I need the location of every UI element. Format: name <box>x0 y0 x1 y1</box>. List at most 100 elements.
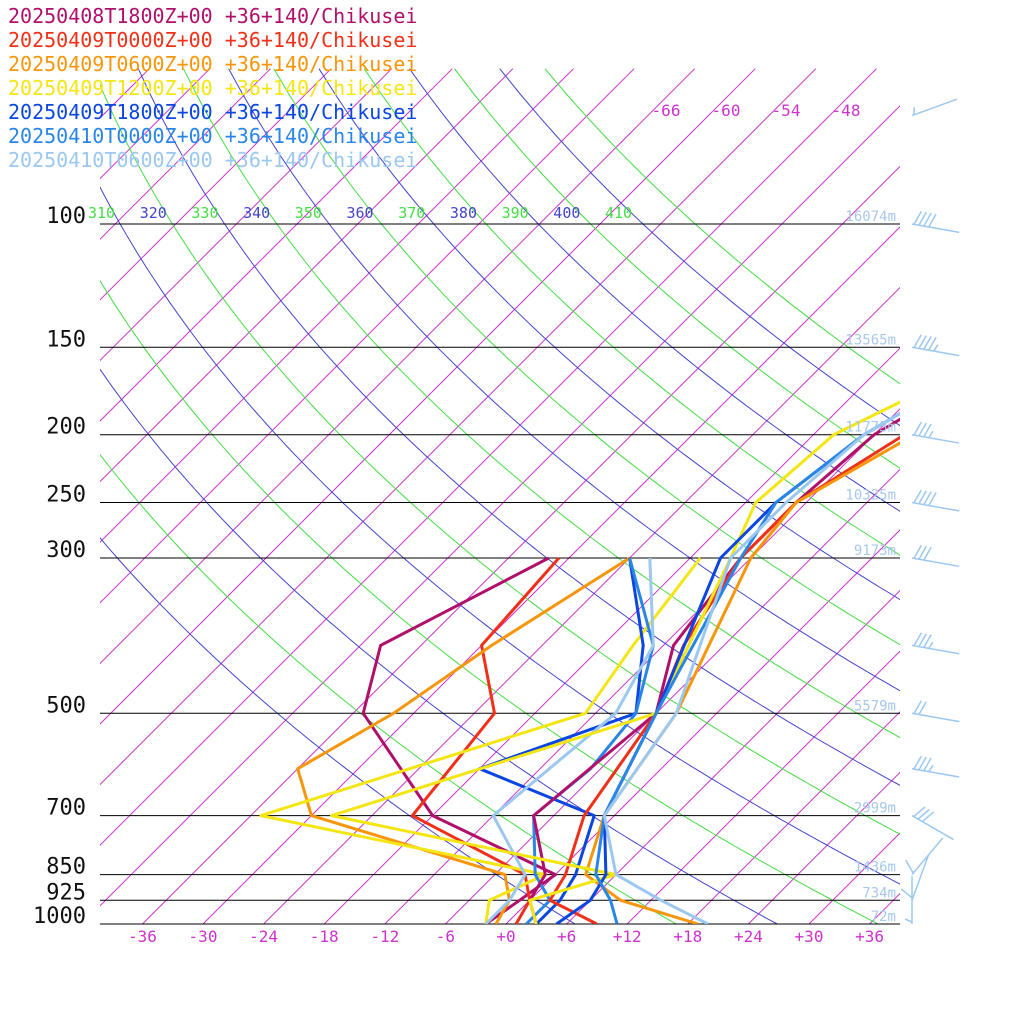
barb-half-flag <box>933 344 939 352</box>
theta-line <box>228 68 900 692</box>
height-label: 1436m <box>854 860 896 876</box>
barb-flag <box>923 546 932 561</box>
pressure-label: 200 <box>46 415 86 440</box>
height-label: 16074m <box>845 209 896 225</box>
isotherm-line <box>687 711 900 924</box>
barb-flag <box>923 423 932 438</box>
theta-line <box>408 68 900 512</box>
barb-flag <box>918 422 927 437</box>
barb-flag <box>928 492 937 506</box>
theta-line <box>363 68 900 556</box>
wind-barb <box>911 806 954 841</box>
theta-line <box>100 83 900 835</box>
isotherm-line <box>100 68 696 665</box>
wind-barbs <box>900 98 960 924</box>
x-tick-label: -36 <box>128 927 157 946</box>
barb-flag <box>928 213 937 228</box>
temperature-profiles <box>259 400 900 924</box>
x-tick-label: +24 <box>734 927 763 946</box>
theta-label: 380 <box>450 204 477 222</box>
barb-half-flag <box>928 430 934 439</box>
isotherm-line <box>505 529 900 924</box>
theta-line <box>183 68 900 739</box>
temperature-line <box>528 417 900 924</box>
legend: 20250408T1800Z+00 +36+140/Chikusei 20250… <box>8 4 417 172</box>
barb-staff <box>911 346 960 357</box>
isotherm-line <box>202 226 900 924</box>
x-tick-label: +30 <box>795 927 824 946</box>
height-label: 11773m <box>845 420 896 436</box>
theta-label: 340 <box>243 204 270 222</box>
x-tick-label: -6 <box>436 927 455 946</box>
theta-line <box>137 68 900 786</box>
theta-label: 320 <box>140 204 167 222</box>
barb-flag <box>923 491 932 506</box>
isotherm-line <box>100 68 271 240</box>
barb-flag <box>923 336 932 350</box>
barb-flag <box>905 859 914 874</box>
isotherm-line <box>808 832 900 924</box>
temperature-line <box>330 400 900 924</box>
barb-flag <box>913 632 922 647</box>
theta-label: 390 <box>502 204 529 222</box>
barb-flag <box>928 336 937 351</box>
x-tick-label: -12 <box>370 927 399 946</box>
legend-item: 20250410T0000Z+00 +36+140/Chikusei <box>8 124 418 148</box>
barb-flag <box>923 757 932 772</box>
x-tick-label: -24 <box>249 927 278 946</box>
wind-barb <box>900 854 930 901</box>
pressure-label: 300 <box>46 538 86 563</box>
isotherm-line <box>915 69 1024 939</box>
barb-flag <box>917 808 930 820</box>
barb-flag <box>913 421 922 436</box>
barb-flag <box>923 634 932 648</box>
dewpoint-line <box>259 557 702 924</box>
theta-line <box>100 453 678 924</box>
wind-barb <box>911 489 960 512</box>
theta-line <box>100 537 577 924</box>
height-label: 5579m <box>854 698 896 714</box>
x-tick-label: +6 <box>557 927 576 946</box>
height-label: 10325m <box>845 488 896 504</box>
isotherm-line <box>384 408 900 924</box>
pressure-label: 700 <box>46 796 86 821</box>
x-tick-label: +36 <box>855 927 884 946</box>
height-label: 13565m <box>845 332 896 348</box>
wind-barb <box>911 700 960 723</box>
wind-barb <box>911 211 960 234</box>
isotherm-line <box>100 105 900 907</box>
pressure-label: 250 <box>46 483 86 508</box>
barb-flag <box>913 755 922 770</box>
barb-half-flag <box>928 764 934 773</box>
wind-barb <box>911 632 960 655</box>
isotherm-line <box>100 68 393 362</box>
barb-staff <box>911 557 960 568</box>
dewpoint-line <box>484 557 655 924</box>
theta-label: 350 <box>295 204 322 222</box>
barb-staff <box>911 854 930 901</box>
barb-staff <box>911 501 960 512</box>
temperature-line <box>594 411 900 924</box>
isotherm-line <box>100 68 453 422</box>
isotherm-label: -60 <box>712 101 741 120</box>
isobar-lines <box>100 223 900 925</box>
wind-barb <box>911 334 960 357</box>
isotherm-line <box>100 68 756 725</box>
x-tick-label: -18 <box>310 927 339 946</box>
x-tick-label: +0 <box>496 927 515 946</box>
isotherm-line <box>262 286 900 924</box>
legend-item: 20250409T1200Z+00 +36+140/Chikusei <box>8 76 418 100</box>
theta-line <box>454 68 900 469</box>
isotherm-line <box>100 68 211 180</box>
theta-line <box>100 279 880 924</box>
x-tick-label: +12 <box>613 927 642 946</box>
theta-label: 360 <box>347 204 374 222</box>
barb-flag <box>913 806 926 818</box>
isotherm-label: -48 <box>832 101 861 120</box>
barb-flag <box>918 545 927 560</box>
temperature-line <box>584 441 900 924</box>
barb-flag <box>923 212 932 227</box>
theta-line <box>100 186 900 885</box>
barb-staff <box>911 433 960 444</box>
isotherm-line <box>444 468 900 924</box>
